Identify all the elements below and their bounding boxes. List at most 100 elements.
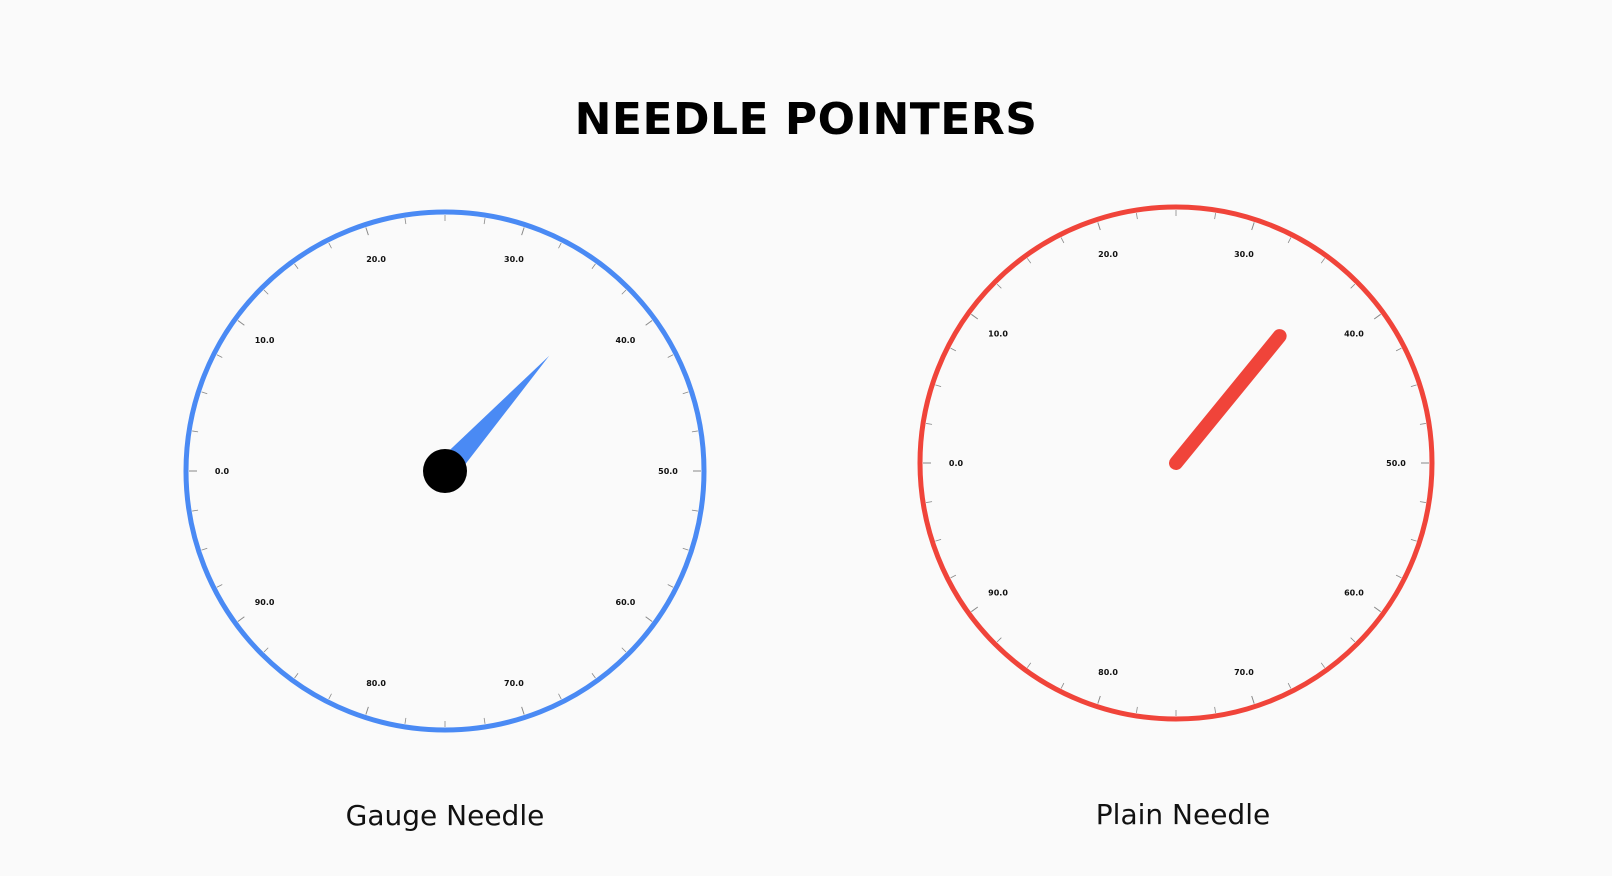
needle-hub — [423, 449, 467, 493]
major-tick — [645, 320, 653, 326]
minor-tick — [1410, 538, 1417, 542]
minor-tick — [201, 391, 208, 395]
minor-tick — [1410, 384, 1417, 388]
minor-tick — [926, 501, 933, 503]
tick-label: 80.0 — [1098, 668, 1118, 677]
minor-tick — [691, 509, 698, 512]
minor-tick — [621, 647, 627, 653]
plain-needle-label: Plain Needle — [1095, 798, 1271, 831]
major-tick — [1097, 695, 1101, 704]
tick-label: 80.0 — [366, 679, 386, 688]
minor-tick — [621, 289, 627, 295]
minor-tick — [558, 693, 562, 700]
major-tick — [1373, 313, 1381, 320]
tick-label: 20.0 — [1098, 250, 1118, 259]
minor-tick — [1026, 662, 1032, 668]
needle — [1169, 329, 1287, 470]
minor-tick — [667, 584, 674, 588]
minor-tick — [192, 509, 199, 512]
tick-label: 10.0 — [988, 330, 1008, 339]
tick-label: 30.0 — [1234, 250, 1254, 259]
tick-label: 40.0 — [616, 336, 636, 345]
major-tick — [971, 606, 979, 613]
minor-tick — [192, 430, 199, 433]
minor-tick — [1419, 501, 1426, 503]
minor-tick — [996, 283, 1002, 289]
major-tick — [237, 320, 245, 326]
minor-tick — [1320, 258, 1326, 264]
major-tick — [1251, 695, 1255, 704]
tick-label: 60.0 — [1344, 588, 1364, 597]
minor-tick — [1287, 682, 1292, 689]
minor-tick — [1026, 258, 1032, 264]
major-tick — [237, 616, 245, 622]
major-tick — [1097, 222, 1101, 231]
minor-tick — [1350, 283, 1356, 289]
needle — [436, 355, 550, 480]
minor-tick — [691, 430, 698, 433]
minor-tick — [294, 673, 299, 679]
minor-tick — [667, 354, 674, 358]
minor-tick — [591, 673, 596, 679]
tick-label: 30.0 — [504, 255, 524, 264]
minor-tick — [404, 218, 407, 225]
minor-tick — [1350, 637, 1356, 643]
gauge-needle-label: Gauge Needle — [345, 799, 545, 832]
major-tick — [645, 616, 653, 622]
minor-tick — [216, 584, 223, 588]
tick-label: 50.0 — [658, 467, 678, 476]
gauge-needle-dial: 0.0 10.0 20.0 30.0 40.0 50.0 60.0 70.0 80.0 90.0 — [183, 209, 707, 733]
minor-tick — [294, 263, 299, 269]
tick-label: 40.0 — [1344, 330, 1364, 339]
minor-tick — [1419, 423, 1426, 425]
major-tick — [1373, 606, 1381, 613]
tick-label: 10.0 — [255, 336, 275, 345]
page-title: NEEDLE POINTERS — [574, 94, 1038, 145]
minor-tick — [950, 574, 957, 579]
minor-tick — [1395, 574, 1402, 579]
minor-tick — [328, 693, 332, 700]
minor-tick — [263, 289, 269, 295]
minor-tick — [483, 717, 486, 724]
minor-tick — [1136, 213, 1138, 220]
plain-needle-dial: 0.0 10.0 20.0 30.0 40.0 50.0 60.0 70.0 80.0 90.0 — [917, 204, 1435, 722]
minor-tick — [682, 391, 689, 395]
minor-tick — [483, 218, 486, 225]
gauge-ring — [183, 209, 707, 733]
tick-label: 20.0 — [366, 255, 386, 264]
minor-tick — [1287, 237, 1292, 244]
major-tick — [365, 227, 369, 236]
minor-tick — [1320, 662, 1326, 668]
minor-tick — [996, 637, 1002, 643]
minor-tick — [935, 384, 942, 388]
major-tick — [971, 313, 979, 320]
tick-label: 0.0 — [949, 459, 964, 468]
minor-tick — [935, 538, 942, 542]
tick-label: 0.0 — [215, 467, 230, 476]
minor-tick — [558, 242, 562, 249]
minor-tick — [682, 547, 689, 551]
major-tick — [521, 227, 525, 236]
minor-tick — [1136, 706, 1138, 713]
minor-tick — [201, 547, 208, 551]
major-tick — [365, 706, 369, 715]
minor-tick — [404, 717, 407, 724]
minor-tick — [216, 354, 223, 358]
minor-tick — [591, 263, 596, 269]
minor-tick — [263, 647, 269, 653]
minor-tick — [1060, 682, 1065, 689]
major-tick — [521, 706, 525, 715]
minor-tick — [328, 242, 332, 249]
minor-tick — [1060, 237, 1065, 244]
tick-label: 60.0 — [616, 598, 636, 607]
minor-tick — [1214, 213, 1216, 220]
tick-label: 70.0 — [1234, 668, 1254, 677]
tick-label: 70.0 — [504, 679, 524, 688]
tick-label: 50.0 — [1386, 459, 1406, 468]
tick-label: 90.0 — [255, 598, 275, 607]
minor-tick — [950, 347, 957, 352]
gauge-ring — [917, 204, 1435, 722]
minor-tick — [1214, 706, 1216, 713]
minor-tick — [926, 423, 933, 425]
